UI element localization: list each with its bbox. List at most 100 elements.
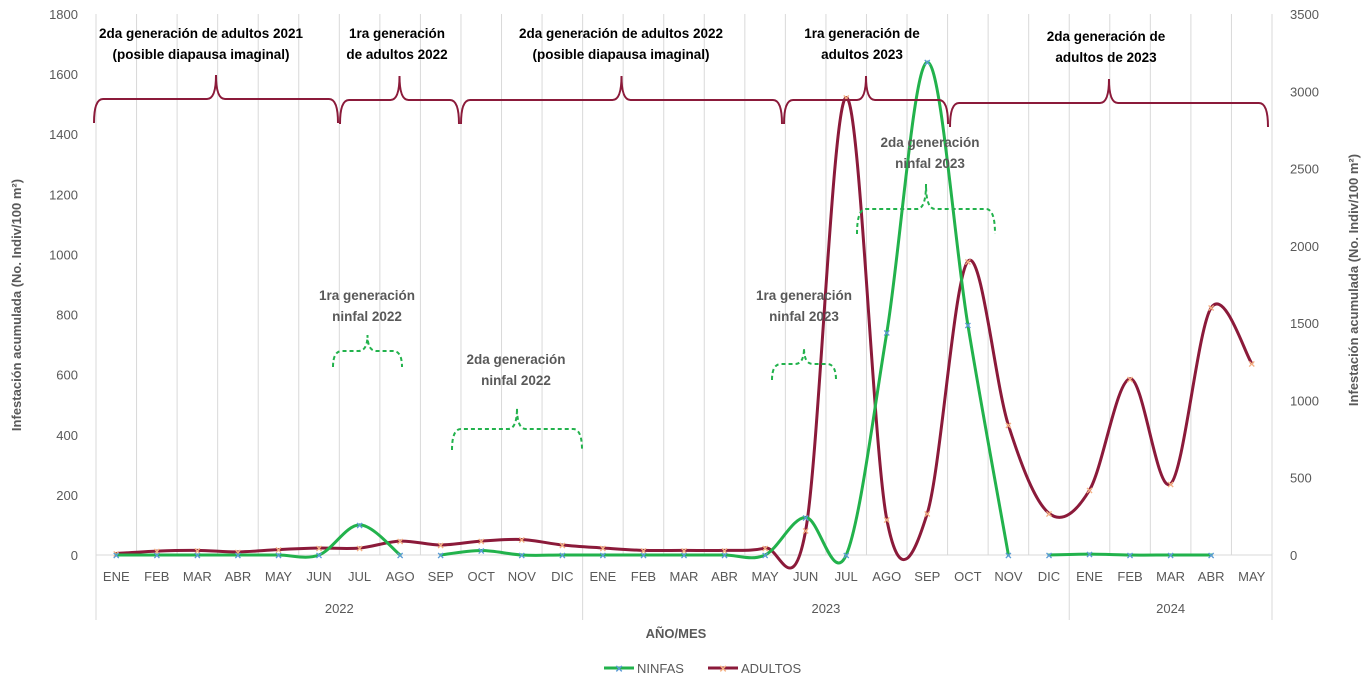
x-tick-label: OCT xyxy=(468,569,496,584)
data-point-ninfas: × xyxy=(397,549,404,563)
x-tick-label: ABR xyxy=(225,569,252,584)
series-line-ninfas xyxy=(114,523,402,559)
y-tick-label-right: 2000 xyxy=(1290,239,1319,254)
data-point-ninfas: × xyxy=(599,549,606,563)
y-tick-label-right: 1000 xyxy=(1290,393,1319,408)
adult-gen-label: 1ra generación de xyxy=(804,26,920,41)
y-tick-label-left: 200 xyxy=(56,488,78,503)
adult-gen-label: (posible diapausa imaginal) xyxy=(532,47,709,62)
x-tick-label: ABR xyxy=(1198,569,1225,584)
data-point-ninfas: × xyxy=(1086,548,1093,562)
x-tick-label: ENE xyxy=(590,569,617,584)
adult-gen-label: (posible diapausa imaginal) xyxy=(112,47,289,62)
data-point-adultos: × xyxy=(518,533,525,547)
data-point-ninfas: × xyxy=(721,549,728,563)
x-tick-label: FEB xyxy=(144,569,169,584)
adult-generation-brace xyxy=(460,75,783,125)
data-point-adultos: × xyxy=(397,535,404,549)
x-tick-label: DIC xyxy=(551,569,573,584)
data-point-adultos: × xyxy=(964,255,971,269)
data-point-adultos: × xyxy=(721,544,728,558)
x-axis-title: AÑO/MES xyxy=(646,626,707,641)
legend-label-adultos: ADULTOS xyxy=(741,661,802,675)
data-point-adultos: × xyxy=(599,542,606,556)
data-point-adultos: × xyxy=(316,542,323,556)
x-tick-label: AGO xyxy=(386,569,415,584)
x-tick-label: NOV xyxy=(508,569,537,584)
data-point-adultos: × xyxy=(194,544,201,558)
data-point-ninfas: × xyxy=(559,549,566,563)
y-tick-label-right: 500 xyxy=(1290,471,1312,486)
x-tick-label: SEP xyxy=(914,569,940,584)
nymph-gen-label: ninfal 2023 xyxy=(895,156,965,171)
y-tick-label-left: 600 xyxy=(56,368,78,383)
data-point-ninfas: × xyxy=(275,549,282,563)
nymph-gen-label: ninfal 2022 xyxy=(332,309,402,324)
nymph-generation-brace xyxy=(856,183,996,235)
data-point-adultos: × xyxy=(559,538,566,552)
year-label: 2024 xyxy=(1156,601,1185,616)
nymph-gen-label: 2da generación xyxy=(880,135,979,150)
legend-marker-ninfas: × xyxy=(615,661,623,675)
x-tick-label: MAR xyxy=(1156,569,1185,584)
data-point-ninfas: × xyxy=(356,518,363,532)
y-tick-label-left: 800 xyxy=(56,308,78,323)
data-point-adultos: × xyxy=(437,538,444,552)
adult-gen-label: adultos 2023 xyxy=(821,47,903,62)
y-tick-label-left: 1600 xyxy=(49,67,78,82)
x-tick-label: AGO xyxy=(872,569,901,584)
data-point-ninfas: × xyxy=(680,549,687,563)
data-point-ninfas: × xyxy=(964,319,971,333)
x-tick-label: MAY xyxy=(751,569,779,584)
x-tick-label: MAR xyxy=(183,569,212,584)
x-tick-label: FEB xyxy=(631,569,656,584)
x-tick-label: ABR xyxy=(711,569,738,584)
legend: × NINFAS × ADULTOS xyxy=(604,661,802,675)
legend-item-adultos: × ADULTOS xyxy=(708,661,802,675)
x-tick-label: OCT xyxy=(954,569,982,584)
data-point-adultos: × xyxy=(762,542,769,556)
data-point-ninfas: × xyxy=(843,549,850,563)
adult-generation-brace xyxy=(949,78,1269,128)
generation-braces xyxy=(93,74,1269,451)
y-tick-label-left: 1800 xyxy=(49,7,78,22)
x-tick-label: NOV xyxy=(994,569,1023,584)
y-tick-label-left: 1200 xyxy=(49,187,78,202)
nymph-generation-brace xyxy=(771,347,837,381)
data-point-ninfas: × xyxy=(113,549,120,563)
data-point-ninfas: × xyxy=(1005,549,1012,563)
nymph-generation-brace xyxy=(332,334,403,368)
x-tick-label: MAY xyxy=(265,569,293,584)
data-point-adultos: × xyxy=(680,544,687,558)
data-point-ninfas: × xyxy=(924,56,931,70)
nymph-generation-brace xyxy=(451,407,583,451)
data-point-ninfas: × xyxy=(518,549,525,563)
grid xyxy=(95,14,1273,555)
adult-generation-brace xyxy=(783,75,949,125)
series-line-ninfas xyxy=(439,60,1010,565)
data-point-ninfas: × xyxy=(437,549,444,563)
data-point-ninfas: × xyxy=(883,326,890,340)
data-point-ninfas: × xyxy=(1167,549,1174,563)
x-tick-label: FEB xyxy=(1117,569,1142,584)
data-point-adultos: × xyxy=(356,542,363,556)
data-point-ninfas: × xyxy=(194,549,201,563)
legend-marker-adultos: × xyxy=(719,661,727,675)
data-point-ninfas: × xyxy=(1045,549,1052,563)
x-tick-label: SEP xyxy=(428,569,454,584)
x-tick-label: MAR xyxy=(670,569,699,584)
data-point-ninfas: × xyxy=(316,549,323,563)
x-tick-label: JUL xyxy=(835,569,858,584)
adult-generation-brace xyxy=(339,75,460,125)
series: × × × × × × × × × × × × × × × × ×××× ×××××××××× × × × × ××× × × ×… xyxy=(113,56,1255,570)
y-tick-label-left: 1000 xyxy=(49,247,78,262)
data-point-adultos: × xyxy=(1045,507,1052,521)
y-tick-label-right: 3000 xyxy=(1290,84,1319,99)
data-point-adultos: × xyxy=(153,545,160,559)
data-point-ninfas: × xyxy=(1208,549,1215,563)
adult-gen-label: 2da generación de adultos 2021 xyxy=(99,26,304,41)
y-tick-label-left: 400 xyxy=(56,428,78,443)
y-tick-label-right: 3500 xyxy=(1290,7,1319,22)
data-point-adultos: × xyxy=(1127,372,1134,386)
